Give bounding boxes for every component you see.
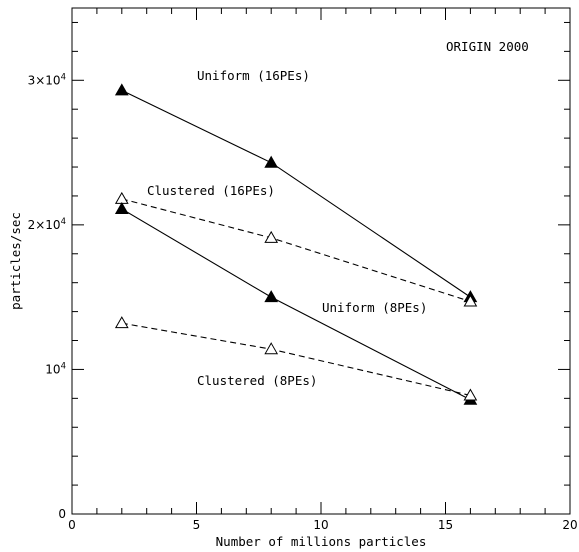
data-point-1-0	[114, 191, 129, 204]
x-tick-label: 5	[193, 518, 201, 532]
series-label-uniform-16: Uniform (16PEs)	[197, 68, 310, 83]
data-point-1-2	[463, 294, 478, 307]
x-tick-label: 20	[562, 518, 577, 532]
data-point-3-0	[114, 316, 129, 329]
y-tick-label: 0	[58, 507, 66, 521]
data-point-0-1	[264, 155, 279, 168]
data-point-3-1	[264, 342, 279, 355]
series-label-uniform-8: Uniform (8PEs)	[322, 300, 427, 315]
y-tick-label: 2×104	[28, 217, 66, 232]
x-tick-label: 15	[438, 518, 453, 532]
y-axis-title: particles/sec	[8, 212, 23, 310]
series-label-clustered-8: Clustered (8PEs)	[197, 373, 317, 388]
x-axis-title: Number of millions particles	[216, 534, 427, 549]
y-tick-label: 104	[45, 361, 66, 376]
axis-ticks: 0 5 10 15 20 0 104 2×104 3×104	[28, 8, 578, 532]
data-point-1-1	[264, 230, 279, 243]
series-line-1	[121, 198, 471, 303]
x-tick-label: 10	[313, 518, 328, 532]
data-point-2-0	[114, 201, 129, 214]
annotation-origin: ORIGIN 2000	[446, 39, 529, 54]
data-point-0-0	[114, 83, 129, 96]
plot-frame	[71, 7, 571, 515]
data-point-3-2	[463, 388, 478, 401]
y-tick-label: 3×104	[28, 72, 66, 87]
data-point-2-1	[264, 290, 279, 303]
series-label-clustered-16: Clustered (16PEs)	[147, 183, 275, 198]
x-tick-label: 0	[68, 518, 76, 532]
series-group	[114, 83, 478, 405]
